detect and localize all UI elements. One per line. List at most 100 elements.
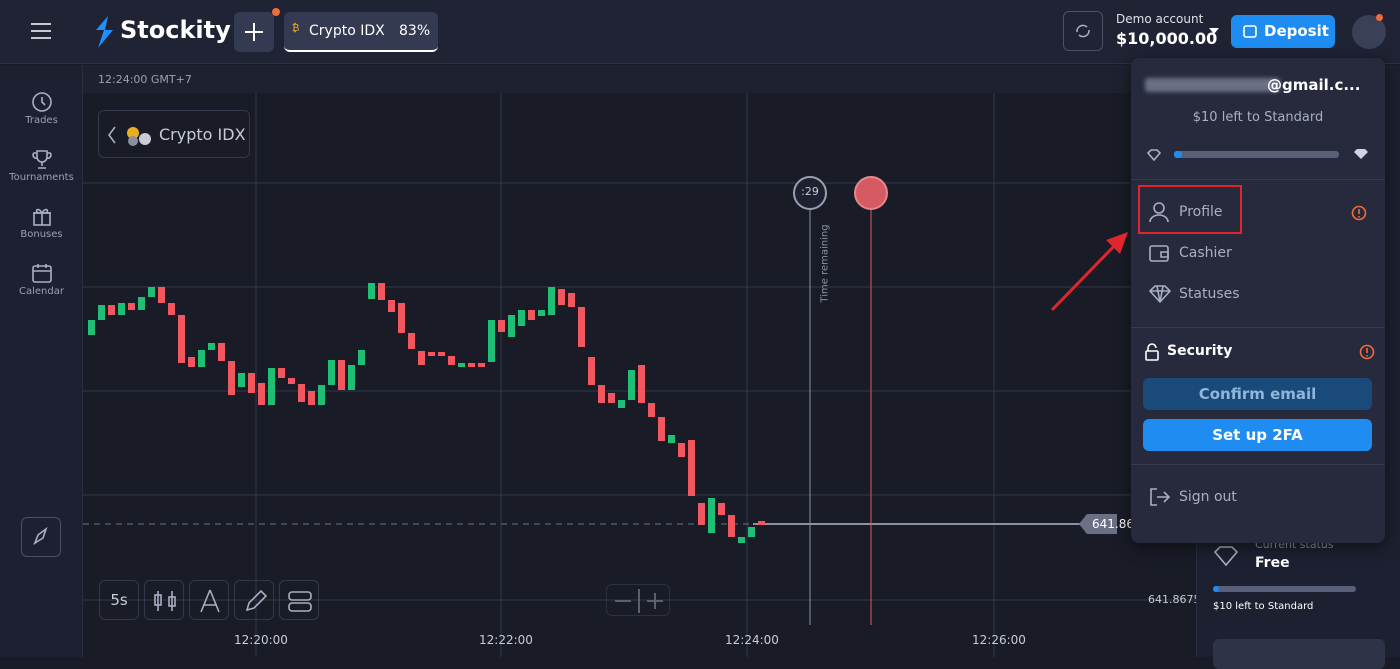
- candle: [698, 503, 705, 525]
- candle: [648, 403, 655, 417]
- candle: [438, 352, 445, 356]
- panel-button[interactable]: [1213, 639, 1385, 669]
- sign-out-icon: [1150, 488, 1171, 506]
- asset-tab[interactable]: ₿ Crypto IDX 83%: [284, 12, 438, 52]
- deposit-button[interactable]: Deposit: [1231, 15, 1335, 48]
- candle: [518, 310, 525, 326]
- timer-label: Time remaining: [819, 224, 831, 303]
- candle: [248, 373, 255, 393]
- candle: [128, 303, 135, 310]
- tier-icon: [1354, 149, 1368, 159]
- candle: [708, 498, 715, 533]
- candle: [738, 537, 745, 543]
- candle: [628, 370, 635, 400]
- deposit-label: Deposit: [1264, 22, 1329, 40]
- tier-icon: [1147, 149, 1161, 161]
- menu-item[interactable]: Statuses: [1179, 286, 1240, 302]
- candle: [298, 384, 305, 402]
- candle: [238, 373, 245, 387]
- draw-button[interactable]: [234, 580, 274, 620]
- sidebar: Trades Tournaments Bonuses Calendar: [0, 65, 83, 657]
- timeframe-button[interactable]: 5s: [99, 580, 139, 620]
- payout: 83%: [399, 23, 431, 39]
- rocket-button[interactable]: [21, 517, 61, 557]
- sidebar-item[interactable]: Trades: [0, 91, 83, 126]
- candle: [368, 283, 375, 299]
- finish-circle: [854, 176, 888, 210]
- status-progress: [1213, 586, 1356, 592]
- candle: [468, 363, 475, 367]
- candle: [588, 357, 595, 385]
- candle: [148, 287, 155, 297]
- candle: [418, 351, 425, 365]
- sign-out[interactable]: Sign out: [1179, 489, 1237, 505]
- price-tick: 641.8675: [1148, 593, 1201, 606]
- chart-header: [83, 65, 1196, 93]
- menu-item[interactable]: Cashier: [1179, 245, 1232, 261]
- chart-asset-button[interactable]: Crypto IDX: [98, 110, 250, 158]
- timer: :29: [801, 185, 819, 198]
- candle: [608, 393, 615, 403]
- profile-icon: [1149, 202, 1169, 223]
- candle: [688, 440, 695, 496]
- brand: Stockity: [120, 16, 231, 44]
- balance[interactable]: $10,000.00: [1116, 29, 1218, 48]
- candle: [178, 315, 185, 363]
- timer-circle: [793, 176, 827, 210]
- candle: [488, 320, 495, 362]
- account-menu: @gmail.c... $10 left to Standard Profile…: [1131, 58, 1385, 543]
- divider: [1131, 464, 1385, 465]
- layout-button[interactable]: [279, 580, 319, 620]
- candle: [388, 300, 395, 312]
- time-tick: 12:26:00: [972, 633, 1026, 647]
- candle: [578, 307, 585, 347]
- chart: [83, 65, 1196, 657]
- candle: [678, 443, 685, 457]
- candle: [288, 378, 295, 384]
- candle: [758, 521, 765, 525]
- candle: [348, 365, 355, 390]
- candle: [228, 361, 235, 395]
- candle: [638, 365, 645, 403]
- menu-item[interactable]: Profile: [1179, 204, 1223, 220]
- candle: [658, 417, 665, 441]
- switch-account-button[interactable]: [1063, 11, 1103, 51]
- candle: [218, 343, 225, 361]
- candle: [278, 368, 285, 378]
- top-bar: Stockity ₿ Crypto IDX 83% Demo account $…: [0, 0, 1400, 64]
- confirm-email-button[interactable]: Confirm email: [1143, 378, 1372, 410]
- menu-progress: [1174, 151, 1339, 158]
- email: @gmail.c...: [1267, 76, 1361, 94]
- candle: [258, 383, 265, 405]
- sidebar-label: Calendar: [19, 286, 64, 297]
- setup-2fa-button[interactable]: Set up 2FA: [1143, 419, 1372, 451]
- add-asset-button[interactable]: [234, 12, 274, 52]
- sidebar-label: Tournaments: [9, 172, 74, 183]
- warning-icon: [1351, 205, 1367, 221]
- candle: [598, 385, 605, 403]
- candle: [328, 360, 335, 385]
- menu-icon[interactable]: [30, 22, 52, 40]
- sidebar-item[interactable]: Tournaments: [0, 148, 83, 183]
- divider: [1131, 179, 1385, 180]
- timeframe: 5s: [110, 591, 128, 609]
- chart-type-button[interactable]: [144, 580, 184, 620]
- candle: [668, 435, 675, 443]
- sidebar-item[interactable]: Calendar: [0, 262, 83, 297]
- candle: [748, 527, 755, 537]
- candle: [208, 343, 215, 350]
- sidebar-label: Trades: [25, 115, 58, 126]
- candle: [408, 333, 415, 349]
- candle: [308, 391, 315, 405]
- dropdown-caret[interactable]: [1209, 28, 1219, 34]
- indicators-button[interactable]: [189, 580, 229, 620]
- candle: [268, 368, 275, 405]
- sidebar-item[interactable]: Bonuses: [0, 205, 83, 240]
- candle: [358, 350, 365, 365]
- candle: [568, 293, 575, 307]
- candle: [498, 320, 505, 332]
- zoom-controls[interactable]: [606, 584, 670, 616]
- candle: [98, 305, 105, 320]
- chart-asset: Crypto IDX: [159, 125, 246, 144]
- cashier-icon: [1149, 245, 1169, 262]
